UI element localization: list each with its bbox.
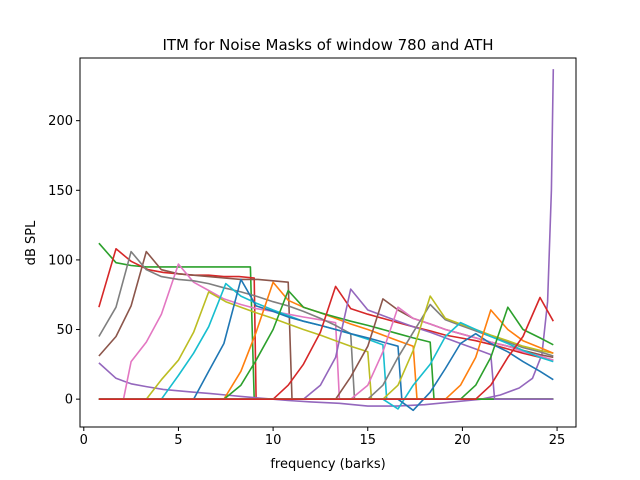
x-axis-ticks: 0 5 10 15 20 25 [80,427,566,448]
y-tick-label: 200 [48,114,73,129]
series-line-16 [98,306,554,401]
y-axis-label: dB SPL [24,220,39,265]
y-tick-label: 0 [65,393,73,408]
series-line-7 [98,250,554,401]
series-line-2 [98,242,554,401]
x-tick-label: 15 [359,433,376,448]
series-line-18 [98,295,554,401]
x-tick-label: 20 [454,433,471,448]
y-tick-label: 50 [56,323,73,338]
plot-frame [79,57,577,428]
series-line-5 [98,250,554,401]
series-line-6 [98,263,554,401]
x-tick-label: 5 [174,433,182,448]
x-tick-label: 10 [265,433,282,448]
series-line-17 [98,303,554,401]
y-axis-ticks: 0 50 100 150 200 [48,114,80,408]
x-tick-label: 0 [80,433,88,448]
series-layer [98,69,555,412]
series-line-12 [98,289,554,401]
x-axis-label: frequency (barks) [270,457,385,472]
series-line-19 [98,321,554,410]
chart-title: ITM for Noise Masks of window 780 and AT… [162,36,493,54]
series-line-9 [98,282,554,401]
series-line-23 [98,296,554,401]
y-tick-label: 150 [48,184,73,199]
y-tick-label: 100 [48,253,73,268]
series-line-13 [98,285,554,401]
series-line-20 [98,332,554,412]
x-tick-label: 25 [549,433,566,448]
series-line-8 [98,291,554,401]
